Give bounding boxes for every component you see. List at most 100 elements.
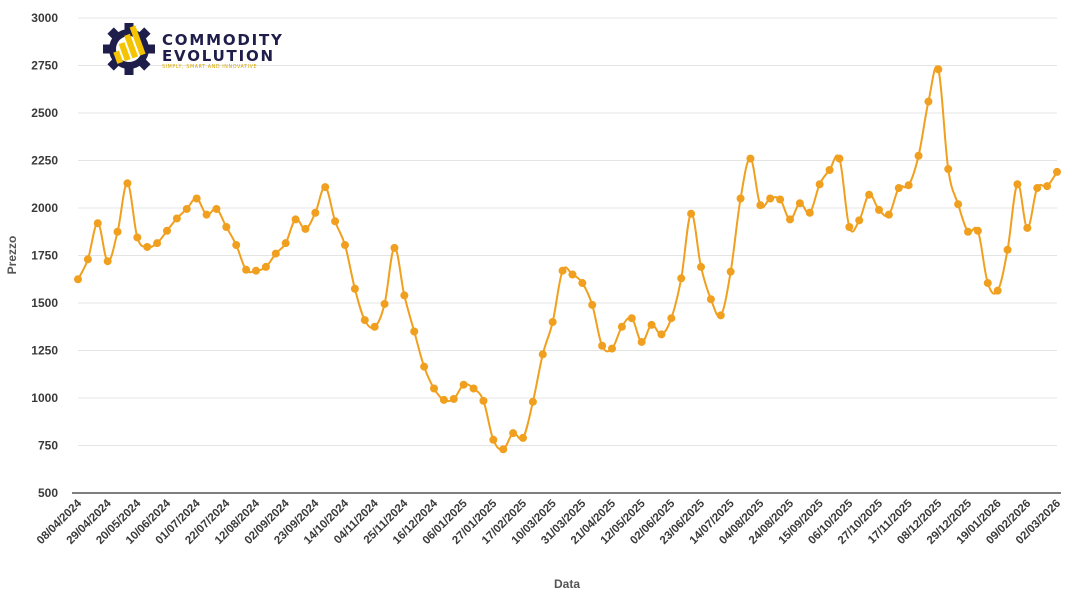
data-point[interactable] bbox=[459, 380, 468, 389]
data-point[interactable] bbox=[370, 322, 379, 331]
data-point[interactable] bbox=[697, 262, 705, 271]
data-point[interactable] bbox=[825, 166, 834, 174]
data-point[interactable] bbox=[479, 396, 488, 405]
data-point[interactable] bbox=[578, 279, 587, 288]
data-point[interactable] bbox=[380, 299, 389, 308]
data-point[interactable] bbox=[558, 266, 567, 275]
data-point[interactable] bbox=[964, 227, 972, 236]
data-point[interactable] bbox=[815, 180, 824, 189]
data-point[interactable] bbox=[261, 262, 270, 271]
data-point[interactable] bbox=[1043, 182, 1052, 191]
data-point[interactable] bbox=[993, 286, 1002, 295]
data-point[interactable] bbox=[766, 194, 775, 203]
data-point[interactable] bbox=[271, 249, 280, 258]
data-point[interactable] bbox=[252, 266, 260, 275]
data-point[interactable] bbox=[904, 181, 913, 190]
data-point[interactable] bbox=[776, 195, 785, 204]
data-point[interactable] bbox=[894, 184, 903, 193]
data-point[interactable] bbox=[973, 226, 982, 235]
data-point[interactable] bbox=[390, 243, 399, 252]
data-point[interactable] bbox=[746, 154, 755, 163]
data-point[interactable] bbox=[1053, 167, 1061, 176]
data-point[interactable] bbox=[410, 327, 419, 336]
data-point[interactable] bbox=[113, 227, 122, 236]
data-point[interactable] bbox=[212, 204, 221, 213]
data-point[interactable] bbox=[143, 242, 152, 251]
data-point[interactable] bbox=[884, 210, 893, 219]
data-point[interactable] bbox=[242, 265, 251, 274]
data-point[interactable] bbox=[795, 199, 804, 208]
data-point[interactable] bbox=[509, 429, 518, 438]
data-point[interactable] bbox=[1033, 184, 1042, 193]
data-point[interactable] bbox=[914, 151, 923, 160]
data-point[interactable] bbox=[93, 219, 102, 228]
data-point[interactable] bbox=[74, 275, 82, 284]
data-point[interactable] bbox=[153, 239, 162, 248]
data-point[interactable] bbox=[420, 362, 429, 371]
data-point[interactable] bbox=[103, 257, 112, 266]
data-point[interactable] bbox=[924, 97, 933, 106]
data-point[interactable] bbox=[617, 322, 626, 331]
data-point[interactable] bbox=[637, 337, 646, 346]
data-point[interactable] bbox=[677, 274, 686, 283]
data-point[interactable] bbox=[360, 316, 369, 325]
data-point[interactable] bbox=[341, 241, 349, 250]
data-point[interactable] bbox=[469, 384, 478, 393]
data-point[interactable] bbox=[311, 208, 320, 217]
data-point[interactable] bbox=[400, 291, 409, 300]
data-point[interactable] bbox=[350, 284, 359, 293]
data-point[interactable] bbox=[1023, 223, 1032, 232]
data-point[interactable] bbox=[865, 190, 874, 199]
data-point[interactable] bbox=[489, 435, 498, 444]
data-point[interactable] bbox=[528, 397, 537, 406]
data-point[interactable] bbox=[1003, 245, 1012, 254]
data-point[interactable] bbox=[934, 65, 943, 74]
data-point[interactable] bbox=[983, 279, 992, 288]
data-point[interactable] bbox=[687, 209, 696, 218]
data-point[interactable] bbox=[202, 210, 211, 219]
data-point[interactable] bbox=[538, 350, 547, 359]
data-point[interactable] bbox=[222, 223, 231, 231]
data-point[interactable] bbox=[608, 344, 616, 353]
data-point[interactable] bbox=[83, 255, 92, 264]
data-point[interactable] bbox=[321, 183, 330, 192]
data-point[interactable] bbox=[133, 233, 142, 242]
data-point[interactable] bbox=[736, 194, 745, 203]
data-point[interactable] bbox=[1013, 180, 1022, 189]
data-point[interactable] bbox=[835, 154, 844, 163]
data-point[interactable] bbox=[192, 194, 201, 203]
data-point[interactable] bbox=[706, 295, 715, 304]
data-point[interactable] bbox=[875, 205, 883, 214]
data-point[interactable] bbox=[944, 165, 953, 174]
data-point[interactable] bbox=[598, 341, 607, 350]
data-point[interactable] bbox=[172, 214, 181, 223]
data-point[interactable] bbox=[430, 384, 438, 393]
data-point[interactable] bbox=[845, 223, 854, 231]
data-point[interactable] bbox=[291, 215, 300, 224]
data-point[interactable] bbox=[627, 314, 636, 323]
data-point[interactable] bbox=[301, 224, 310, 233]
data-point[interactable] bbox=[163, 226, 171, 235]
data-point[interactable] bbox=[954, 200, 963, 209]
data-point[interactable] bbox=[588, 300, 597, 309]
data-point[interactable] bbox=[667, 314, 676, 323]
data-point[interactable] bbox=[657, 330, 666, 339]
data-point[interactable] bbox=[439, 395, 448, 404]
data-point[interactable] bbox=[123, 179, 132, 188]
data-point[interactable] bbox=[449, 394, 458, 403]
data-point[interactable] bbox=[548, 318, 557, 326]
data-point[interactable] bbox=[232, 241, 241, 250]
data-point[interactable] bbox=[855, 216, 864, 225]
data-point[interactable] bbox=[568, 270, 577, 279]
data-point[interactable] bbox=[331, 217, 340, 226]
data-point[interactable] bbox=[726, 267, 735, 276]
data-point[interactable] bbox=[805, 208, 814, 217]
data-point[interactable] bbox=[756, 201, 765, 210]
data-point[interactable] bbox=[647, 320, 656, 329]
data-point[interactable] bbox=[519, 433, 527, 442]
data-point[interactable] bbox=[716, 311, 725, 320]
data-point[interactable] bbox=[182, 204, 191, 213]
data-point[interactable] bbox=[499, 445, 508, 454]
data-point[interactable] bbox=[786, 215, 794, 224]
data-point[interactable] bbox=[281, 239, 290, 248]
